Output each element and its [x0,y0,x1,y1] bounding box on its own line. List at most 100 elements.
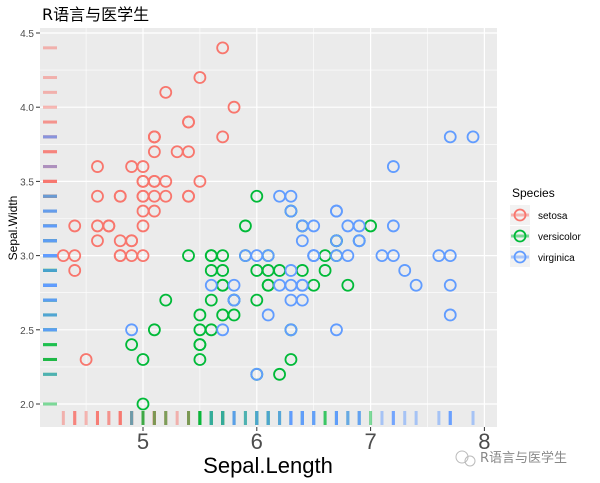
point-versicolor [227,308,241,322]
legend-key-point [513,208,527,222]
point-setosa [113,189,127,203]
points-layer [56,41,480,411]
legend-title: Species [512,186,555,200]
point-virginica [295,219,309,233]
legend-label-setosa: setosa [538,211,568,222]
point-setosa [170,145,184,159]
point-versicolor [147,323,161,337]
point-virginica [352,234,366,248]
point-virginica [330,204,343,218]
point-versicolor [136,397,150,411]
legend-key-point [513,229,527,243]
point-setosa [136,219,150,233]
point-virginica [204,278,218,292]
point-setosa [136,204,150,218]
point-versicolor [239,219,252,233]
point-virginica [295,234,309,248]
point-versicolor [182,249,195,263]
point-setosa [136,174,150,188]
wechat-icon [455,450,469,464]
point-virginica [443,308,457,322]
point-virginica [341,219,355,233]
point-setosa [79,353,93,366]
axes: 5 6 7 8 2.0 2.5 3.0 3.5 4.0 4.5 [20,29,490,454]
point-versicolor [318,264,332,277]
point-setosa [91,234,104,248]
point-setosa [182,115,195,129]
point-setosa [113,249,127,263]
point-setosa [193,174,207,188]
point-setosa [125,234,139,248]
point-setosa [147,189,161,203]
x-tick-label: 8 [478,429,490,454]
point-virginica [227,278,241,292]
watermark: R语言与医学生 [455,450,567,467]
point-setosa [159,174,173,188]
point-versicolor [250,293,264,307]
point-versicolor [284,353,298,366]
point-versicolor [216,249,230,263]
point-versicolor [193,338,207,352]
point-setosa [216,41,230,55]
point-virginica [330,323,343,337]
point-setosa [68,219,82,233]
point-virginica [409,278,423,292]
point-virginica [273,189,286,203]
point-virginica [284,264,298,277]
legend: setosa versicolor virginica [510,205,581,267]
point-virginica [386,249,400,263]
point-versicolor [341,278,355,292]
chart-title: R语言与医学生 [42,5,149,24]
point-versicolor [193,308,207,322]
point-virginica [227,293,241,307]
y-tick-label: 3.5 [20,177,34,188]
x-tick-label: 6 [251,429,263,454]
x-tick-label: 7 [364,429,376,454]
point-virginica [330,249,343,263]
point-versicolor [193,353,207,366]
point-virginica [443,130,457,144]
point-virginica [239,249,252,263]
point-versicolor [250,189,264,203]
point-virginica [443,249,457,263]
point-virginica [250,367,264,381]
y-tick-label: 4.0 [20,103,34,114]
point-virginica [398,264,412,277]
point-setosa [125,160,139,173]
point-virginica [216,323,230,337]
point-virginica [284,204,298,218]
point-virginica [466,130,480,144]
point-setosa [147,145,161,159]
y-tick-label: 4.5 [20,29,34,40]
legend-label-versicolor: versicolor [538,232,581,243]
point-setosa [147,130,161,144]
gridlines [40,28,497,427]
point-versicolor [204,293,218,307]
point-virginica [125,323,139,337]
y-tick-label: 3.0 [20,252,34,263]
point-setosa [91,160,104,173]
plot-panel [40,28,497,427]
point-virginica [284,323,298,337]
point-setosa [182,189,195,203]
point-versicolor [159,293,173,307]
watermark-text: R语言与医学生 [480,450,567,466]
point-versicolor [250,264,264,277]
legend-label-virginica: virginica [538,253,575,264]
y-tick-label: 2.0 [20,400,34,411]
y-axis-label: Sepal.Width [6,196,20,261]
point-virginica [307,249,321,263]
point-virginica [443,278,457,292]
point-versicolor [193,323,207,337]
point-setosa [216,130,230,144]
y-tick-label: 2.5 [20,326,34,337]
legend-key-point [513,250,527,264]
point-versicolor [273,367,286,381]
point-virginica [261,308,275,322]
point-versicolor [136,353,150,366]
point-setosa [68,249,82,263]
rug-layer [43,46,475,425]
point-setosa [136,249,150,263]
